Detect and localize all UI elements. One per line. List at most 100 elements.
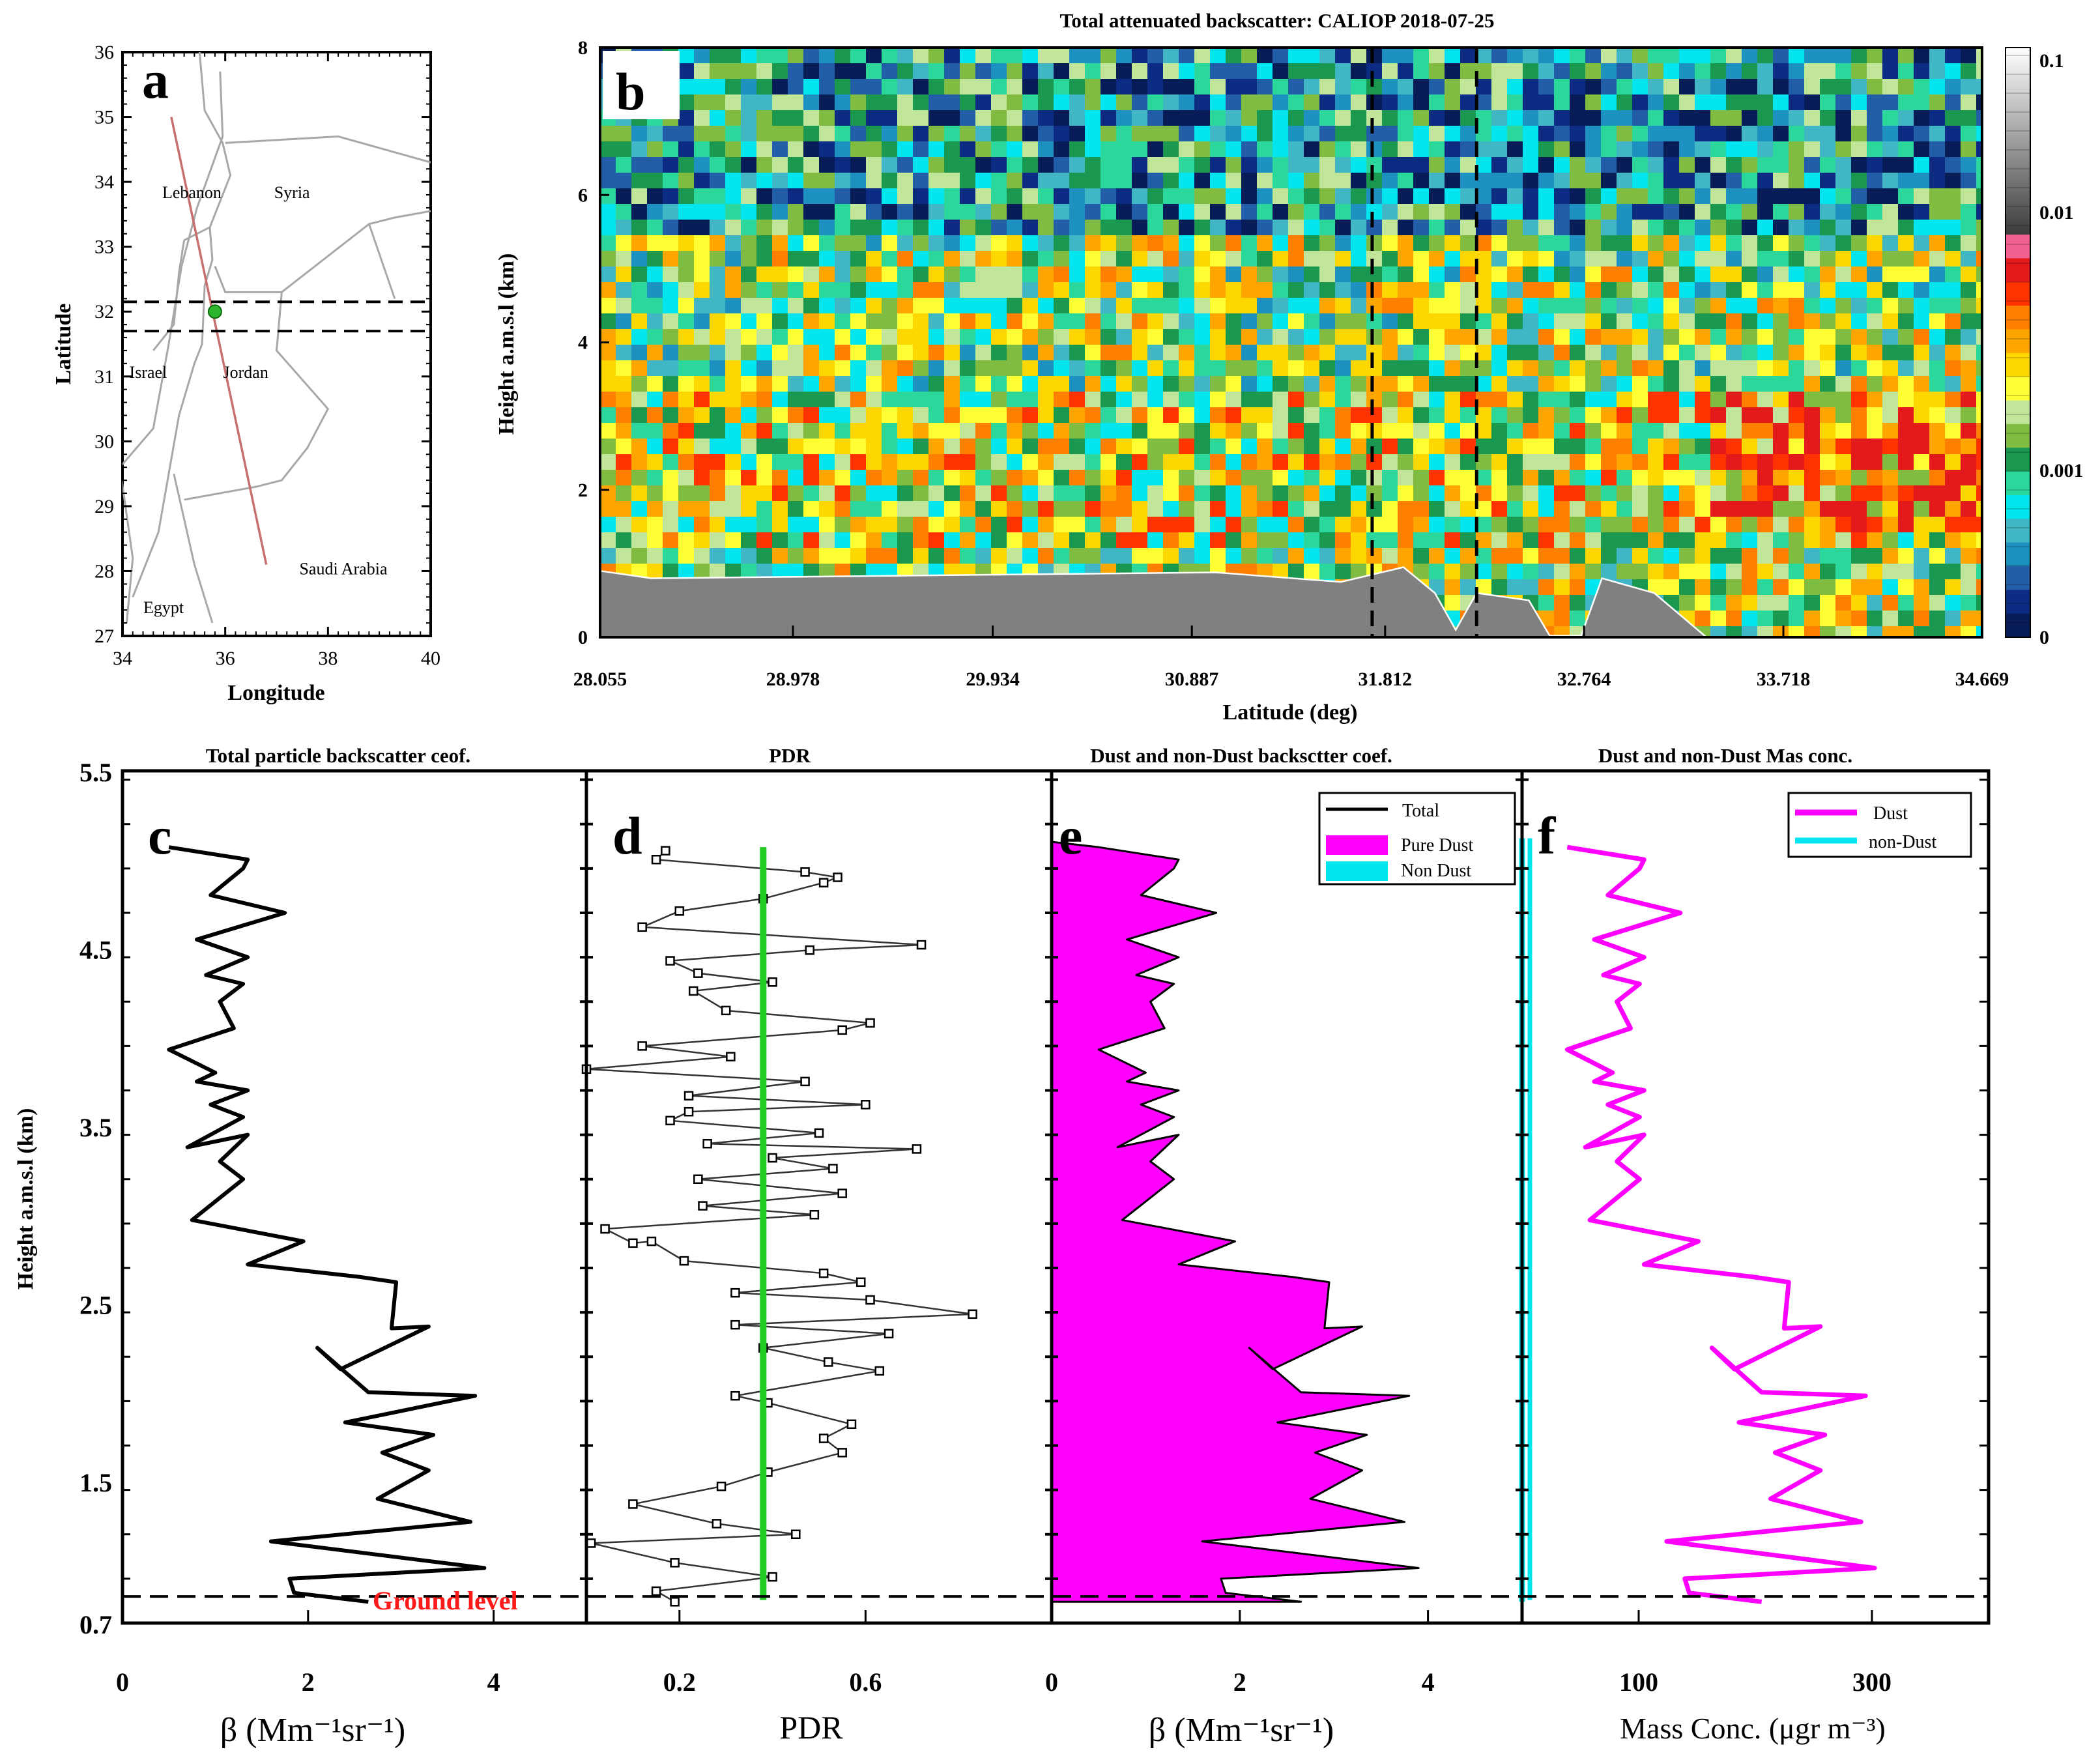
heatmap-cell <box>725 439 741 454</box>
heatmap-cell <box>897 454 913 470</box>
heatmap-cell <box>1757 235 1773 251</box>
heatmap-cell <box>1382 423 1398 439</box>
colorbar-seg <box>2006 566 2030 590</box>
heatmap-cell <box>1726 626 1742 637</box>
heatmap-cell <box>1773 141 1789 157</box>
heatmap-cell <box>1632 204 1648 220</box>
heatmap-cell <box>991 235 1007 251</box>
heatmap-cell <box>1319 126 1335 141</box>
heatmap-cell <box>1476 63 1491 79</box>
heatmap-cell <box>1210 360 1226 376</box>
heatmap-cell <box>1085 173 1100 188</box>
heatmap-cell <box>756 376 772 392</box>
heatmap-cell <box>1695 360 1710 376</box>
heatmap-cell <box>741 79 756 94</box>
heatmap-cell <box>1882 251 1898 266</box>
heatmap-cell <box>725 501 741 517</box>
heatmap-cell <box>1710 266 1726 282</box>
heatmap-cell <box>928 313 944 329</box>
heatmap-cell <box>1538 360 1554 376</box>
heatmap-cell <box>1601 360 1617 376</box>
heatmap-cell <box>1132 235 1147 251</box>
legend-total-label: Total <box>1402 801 1439 821</box>
heatmap-cell <box>1851 220 1867 235</box>
heatmap-cell <box>1257 298 1273 313</box>
colorbar-gray <box>2006 48 2030 235</box>
heatmap-cell <box>960 126 975 141</box>
heatmap-cell <box>1757 110 1773 126</box>
heatmap-cell <box>1288 126 1304 141</box>
heatmap-cell <box>1022 126 1038 141</box>
heatmap-cell <box>991 266 1007 282</box>
heatmap-cell <box>1366 517 1382 532</box>
heatmap-cell <box>1273 470 1288 485</box>
heatmap-cell <box>1163 110 1179 126</box>
heatmap-cell <box>1695 485 1710 501</box>
heatmap-cell <box>1366 251 1382 266</box>
heatmap-cell <box>1273 79 1288 94</box>
heatmap-cell <box>1648 392 1663 407</box>
heatmap-cell <box>1820 454 1835 470</box>
heatmap-cell <box>1867 360 1882 376</box>
heatmap-cell <box>710 298 725 313</box>
heatmap-cell <box>1585 313 1601 329</box>
heatmap-cell <box>1429 126 1445 141</box>
heatmap-cell <box>928 235 944 251</box>
heatmap-cell <box>631 282 647 298</box>
border-1 <box>183 52 232 242</box>
b-xtick-label: 29.934 <box>966 669 1020 690</box>
heatmap-cell <box>694 94 710 110</box>
heatmap-cell <box>788 313 803 329</box>
heatmap-cell <box>756 407 772 423</box>
heatmap-cell <box>788 532 803 548</box>
heatmap-cell <box>1804 595 1820 611</box>
heatmap-cell <box>882 517 897 532</box>
heatmap-cell <box>928 48 944 63</box>
heatmap-cell <box>819 329 835 345</box>
heatmap-cell <box>1210 376 1226 392</box>
heatmap-cell <box>1726 407 1742 423</box>
heatmap-cell <box>600 517 616 532</box>
heatmap-cell <box>913 282 928 298</box>
heatmap-cell <box>1742 235 1757 251</box>
heatmap-cell <box>1695 517 1710 532</box>
heatmap-cell <box>1226 157 1241 173</box>
heatmap-cell <box>1382 345 1398 360</box>
heatmap-cell <box>991 220 1007 235</box>
heatmap-cell <box>1476 141 1491 157</box>
heatmap-cell <box>1554 79 1570 94</box>
heatmap-cell <box>1445 329 1460 345</box>
heatmap-cell <box>1132 407 1147 423</box>
heatmap-cell <box>1147 485 1163 501</box>
heatmap-cell <box>1100 126 1116 141</box>
heatmap-cell <box>913 501 928 517</box>
heatmap-cell <box>897 548 913 564</box>
heatmap-cell <box>1663 266 1679 282</box>
heatmap-cell <box>1585 141 1601 157</box>
heatmap-cell <box>1554 157 1570 173</box>
heatmap-cell <box>1179 392 1194 407</box>
heatmap-cell <box>1319 345 1335 360</box>
heatmap-cell <box>1585 470 1601 485</box>
heatmap-cell <box>1163 470 1179 485</box>
heatmap-cell <box>1132 48 1147 63</box>
heatmap-cell <box>1445 173 1460 188</box>
heatmap-cell <box>1976 470 1982 485</box>
heatmap-cell <box>1257 204 1273 220</box>
heatmap-cell <box>1898 376 1914 392</box>
heatmap-cell <box>1069 173 1085 188</box>
heatmap-cell <box>882 48 897 63</box>
heatmap-cell <box>960 141 975 157</box>
heatmap-cell <box>1257 517 1273 532</box>
heatmap-cell <box>1147 313 1163 329</box>
heatmap-cell <box>1679 517 1695 532</box>
heatmap-cell <box>1210 345 1226 360</box>
heatmap-cell <box>991 141 1007 157</box>
heatmap-cell <box>850 141 866 157</box>
heatmap-cell <box>1257 548 1273 564</box>
heatmap-cell <box>1679 94 1695 110</box>
heatmap-cell <box>1319 423 1335 439</box>
heatmap-cell <box>788 329 803 345</box>
heatmap-cell <box>1617 501 1632 517</box>
heatmap-cell <box>1945 79 1961 94</box>
